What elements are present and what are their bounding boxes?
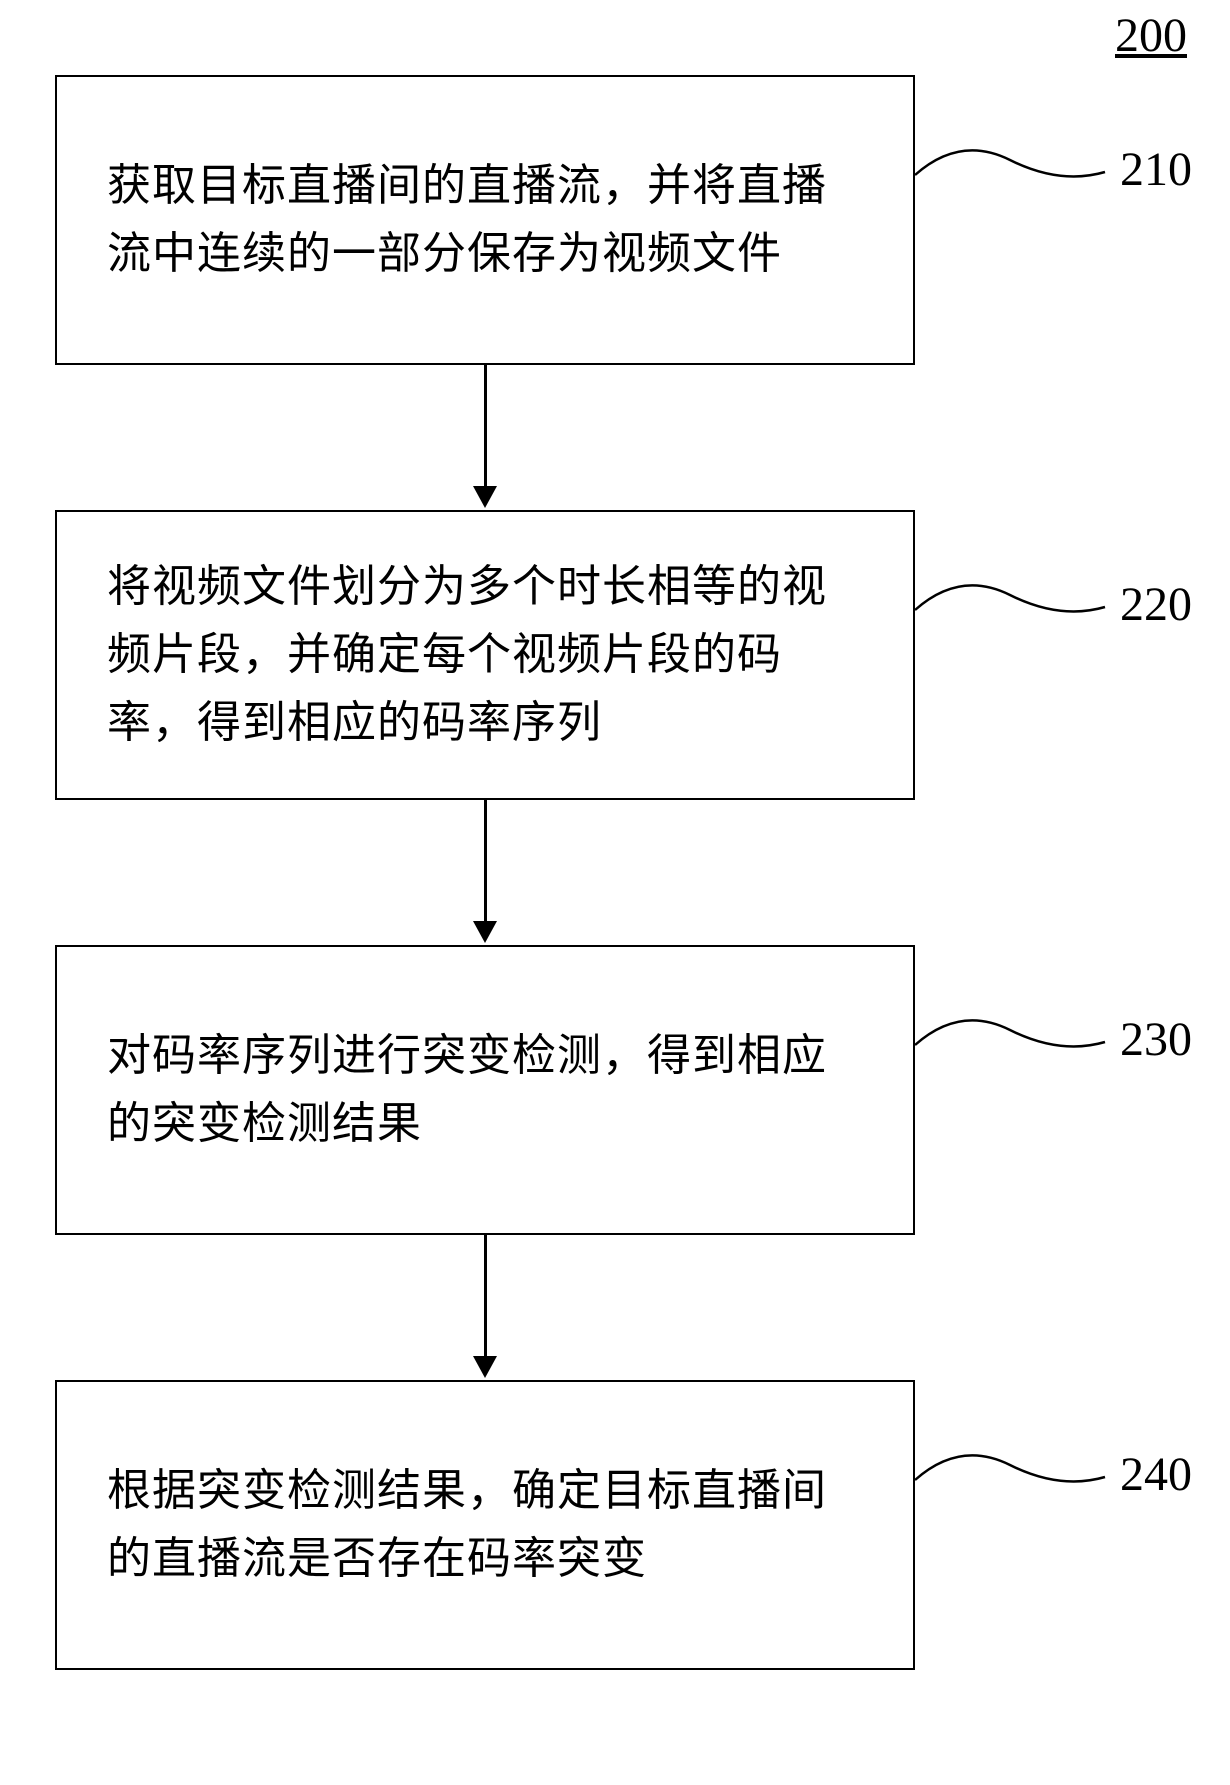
step-box-220: 将视频文件划分为多个时长相等的视频片段，并确定每个视频片段的码率，得到相应的码率… [55, 510, 915, 800]
arrow-2-head [473, 921, 497, 943]
step-text-220: 将视频文件划分为多个时长相等的视频片段，并确定每个视频片段的码率，得到相应的码率… [107, 553, 863, 758]
arrow-1-line [484, 365, 487, 488]
arrow-2-line [484, 800, 487, 923]
step-box-230: 对码率序列进行突变检测，得到相应的突变检测结果 [55, 945, 915, 1235]
diagram-number: 200 [1115, 8, 1187, 63]
step-text-230: 对码率序列进行突变检测，得到相应的突变检测结果 [107, 1022, 863, 1158]
arrow-3-line [484, 1235, 487, 1358]
step-text-210: 获取目标直播间的直播流，并将直播流中连续的一部分保存为视频文件 [107, 152, 863, 288]
step-label-230: 230 [1120, 1012, 1192, 1067]
step-label-220: 220 [1120, 577, 1192, 632]
step-label-210: 210 [1120, 142, 1192, 197]
arrow-1-head [473, 486, 497, 508]
arrow-3-head [473, 1356, 497, 1378]
step-box-240: 根据突变检测结果，确定目标直播间的直播流是否存在码率突变 [55, 1380, 915, 1670]
step-box-210: 获取目标直播间的直播流，并将直播流中连续的一部分保存为视频文件 [55, 75, 915, 365]
step-text-240: 根据突变检测结果，确定目标直播间的直播流是否存在码率突变 [107, 1457, 863, 1593]
step-label-240: 240 [1120, 1447, 1192, 1502]
